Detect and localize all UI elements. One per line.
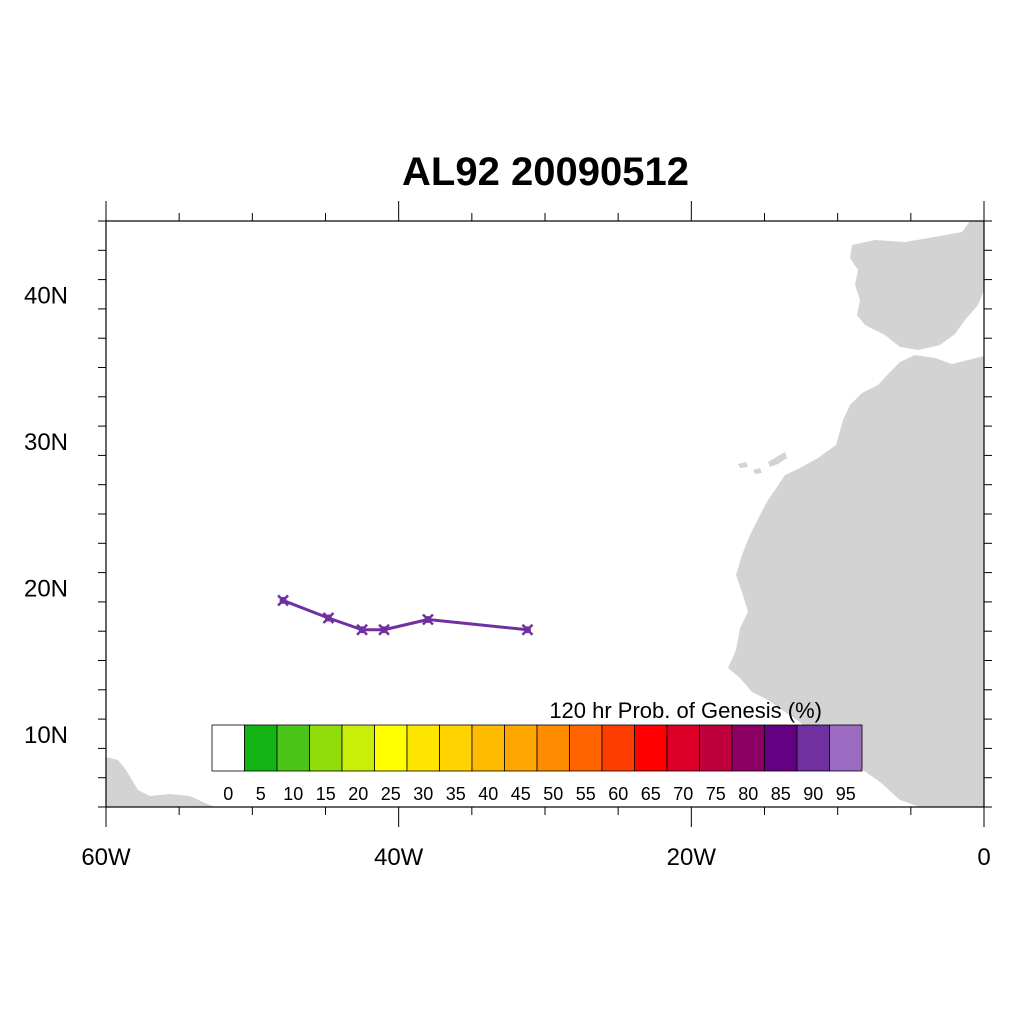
y-tick-label: 30N bbox=[24, 429, 68, 456]
colorbar-label: 65 bbox=[641, 784, 661, 804]
colorbar-swatch bbox=[244, 724, 278, 772]
axis-ticks: 60W 40W 20W 0 10N 20N 30N 40N bbox=[24, 201, 992, 871]
colorbar-swatch bbox=[341, 724, 375, 772]
colorbar-label: 75 bbox=[706, 784, 726, 804]
x-tick-label: 60W bbox=[81, 844, 131, 871]
track-point bbox=[277, 594, 289, 607]
colorbar-swatch bbox=[406, 724, 440, 772]
y-tick-label: 40N bbox=[24, 282, 68, 309]
colorbar-swatch bbox=[536, 724, 570, 772]
colorbar-label: 50 bbox=[543, 784, 563, 804]
colorbar-label: 70 bbox=[673, 784, 693, 804]
colorbar-swatch bbox=[276, 724, 310, 772]
colorbar-label: 5 bbox=[256, 784, 266, 804]
colorbar-label: 85 bbox=[771, 784, 791, 804]
y-tick-label: 20N bbox=[24, 575, 68, 602]
colorbar-label: 80 bbox=[738, 784, 758, 804]
colorbar-label: 25 bbox=[381, 784, 401, 804]
colorbar-label: 20 bbox=[348, 784, 368, 804]
colorbar-label: 45 bbox=[511, 784, 531, 804]
x-tick-label: 40W bbox=[374, 844, 424, 871]
colorbar-swatch bbox=[569, 724, 603, 772]
colorbar-label: 90 bbox=[803, 784, 823, 804]
colorbar-swatch bbox=[666, 724, 700, 772]
colorbar-swatch bbox=[699, 724, 733, 772]
colorbar-swatch bbox=[211, 724, 245, 772]
colorbar-swatch bbox=[634, 724, 668, 772]
colorbar-label: 35 bbox=[446, 784, 466, 804]
colorbar-swatch bbox=[309, 724, 343, 772]
colorbar-swatch bbox=[764, 724, 798, 772]
track-point bbox=[521, 623, 534, 636]
colorbar-swatch bbox=[829, 724, 863, 772]
map-title: AL92 20090512 bbox=[402, 150, 689, 194]
track-point bbox=[422, 613, 434, 626]
colorbar-label: 15 bbox=[316, 784, 336, 804]
colorbar-swatch bbox=[796, 724, 830, 772]
track-point bbox=[378, 623, 390, 636]
colorbar-swatch bbox=[439, 724, 473, 772]
x-tick-label: 20W bbox=[667, 844, 717, 871]
colorbar-label: 95 bbox=[836, 784, 856, 804]
land-layer bbox=[106, 221, 984, 807]
colorbar-swatch bbox=[731, 724, 765, 772]
land-south-america bbox=[106, 757, 215, 807]
colorbar-label: 40 bbox=[478, 784, 498, 804]
track-point bbox=[356, 623, 368, 636]
track-line bbox=[282, 599, 528, 632]
colorbar-label: 0 bbox=[223, 784, 233, 804]
colorbar-label: 60 bbox=[608, 784, 628, 804]
colorbar-label: 30 bbox=[413, 784, 433, 804]
colorbar-swatch bbox=[374, 724, 408, 772]
colorbar-label: 10 bbox=[283, 784, 303, 804]
colorbar-swatch bbox=[471, 724, 505, 772]
y-tick-label: 10N bbox=[24, 722, 68, 749]
colorbar-swatch bbox=[504, 724, 538, 772]
colorbar-label: 55 bbox=[576, 784, 596, 804]
x-tick-label: 0 bbox=[977, 844, 990, 871]
track-point bbox=[322, 612, 335, 624]
storm-track bbox=[277, 594, 534, 636]
land-africa bbox=[728, 355, 984, 807]
colorbar-title: 120 hr Prob. of Genesis (%) bbox=[549, 698, 822, 723]
land-iberia bbox=[850, 221, 984, 350]
colorbar-swatch bbox=[601, 724, 635, 772]
land-canary-islands bbox=[738, 452, 787, 474]
colorbar: 0 5 10 15 20 25 30 35 40 45 50 55 60 65 70 75 80 85 90 95 12… bbox=[211, 698, 863, 804]
